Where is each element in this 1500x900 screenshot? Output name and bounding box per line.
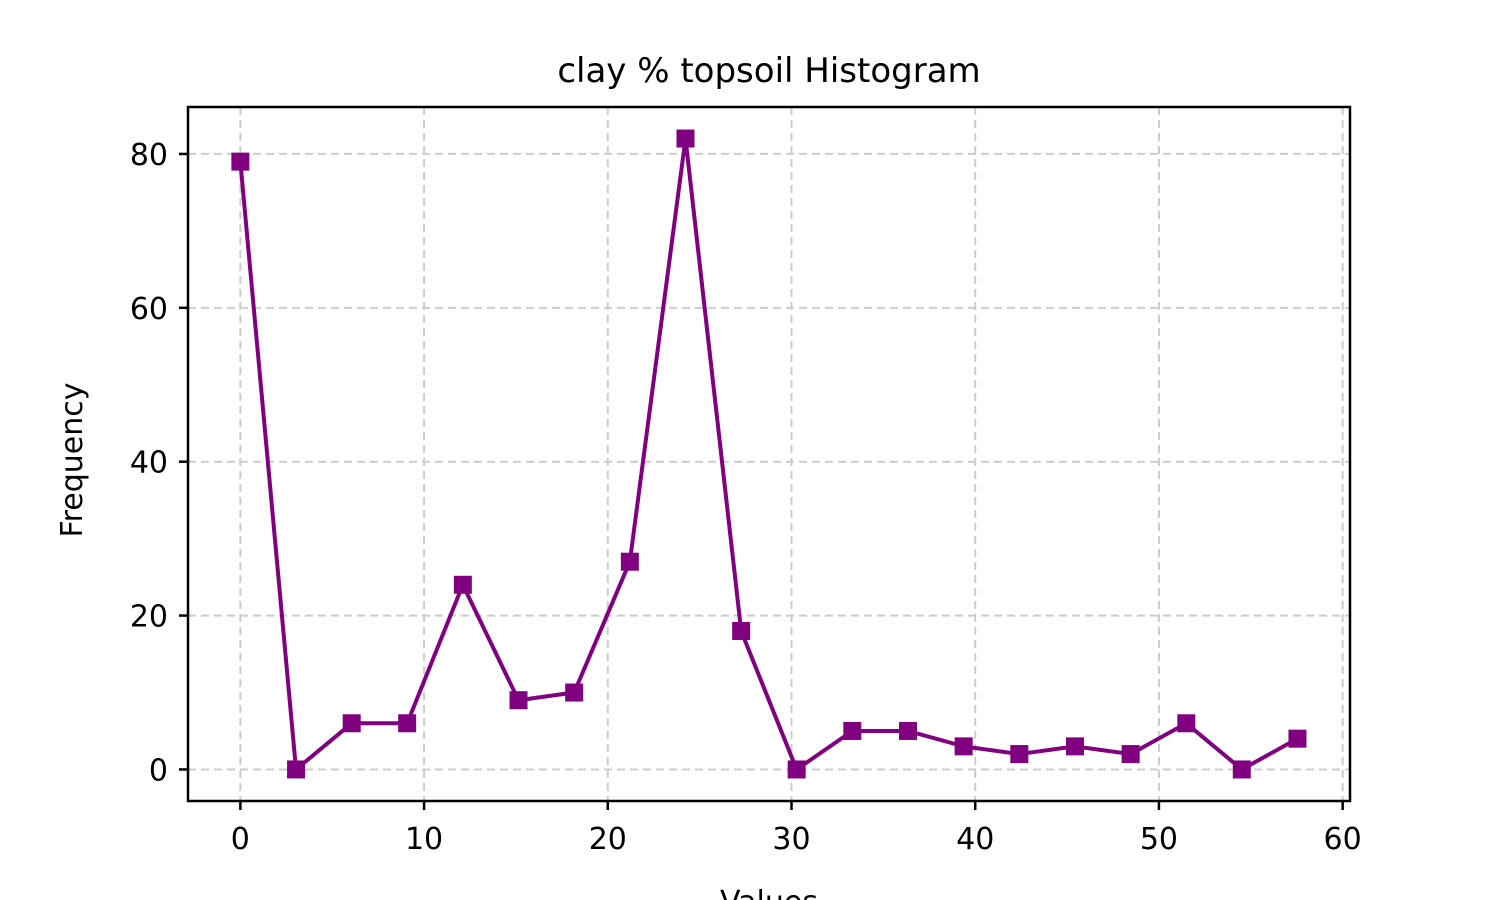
x-tick-label: 30 [772, 822, 810, 857]
data-point-marker [342, 714, 361, 733]
data-point-marker [231, 152, 250, 171]
data-point-marker [1232, 760, 1251, 779]
y-tick-label: 20 [130, 600, 168, 635]
data-point-marker [843, 721, 862, 740]
data-point-marker [954, 737, 973, 756]
data-point-marker [676, 129, 695, 148]
plot-frame [186, 105, 1352, 803]
series-layer [231, 129, 1307, 779]
data-point-marker [898, 721, 917, 740]
x-tick-label: 10 [405, 822, 443, 857]
data-point-marker [565, 683, 584, 702]
x-axis-label: Values [720, 885, 818, 900]
data-point-marker [1121, 745, 1140, 764]
x-tick-label: 50 [1140, 822, 1178, 857]
x-tick-label: 0 [231, 822, 250, 857]
data-point-marker [1288, 729, 1307, 748]
data-point-marker [1177, 714, 1196, 733]
chart-title: clay % topsoil Histogram [557, 51, 980, 91]
x-tick-label: 60 [1324, 822, 1362, 857]
ticks-layer: 0 10 20 30 40 50 60 0 20 40 60 80 [130, 138, 1362, 857]
y-tick-label: 60 [130, 292, 168, 327]
y-tick-label: 80 [130, 138, 168, 173]
data-point-marker [1065, 737, 1084, 756]
data-point-marker [453, 575, 472, 594]
data-point-marker [509, 691, 528, 710]
series-line [238, 136, 1299, 772]
y-tick-label: 40 [130, 446, 168, 481]
y-tick-label: 0 [149, 753, 168, 788]
data-point-marker [732, 621, 751, 640]
data-point-marker [398, 714, 417, 733]
data-point-marker [1010, 745, 1029, 764]
x-tick-label: 20 [589, 822, 627, 857]
data-point-marker [620, 552, 639, 571]
data-point-marker [787, 760, 806, 779]
y-axis-label: Frequency [55, 383, 90, 538]
x-tick-label: 40 [956, 822, 994, 857]
data-point-marker [287, 760, 306, 779]
